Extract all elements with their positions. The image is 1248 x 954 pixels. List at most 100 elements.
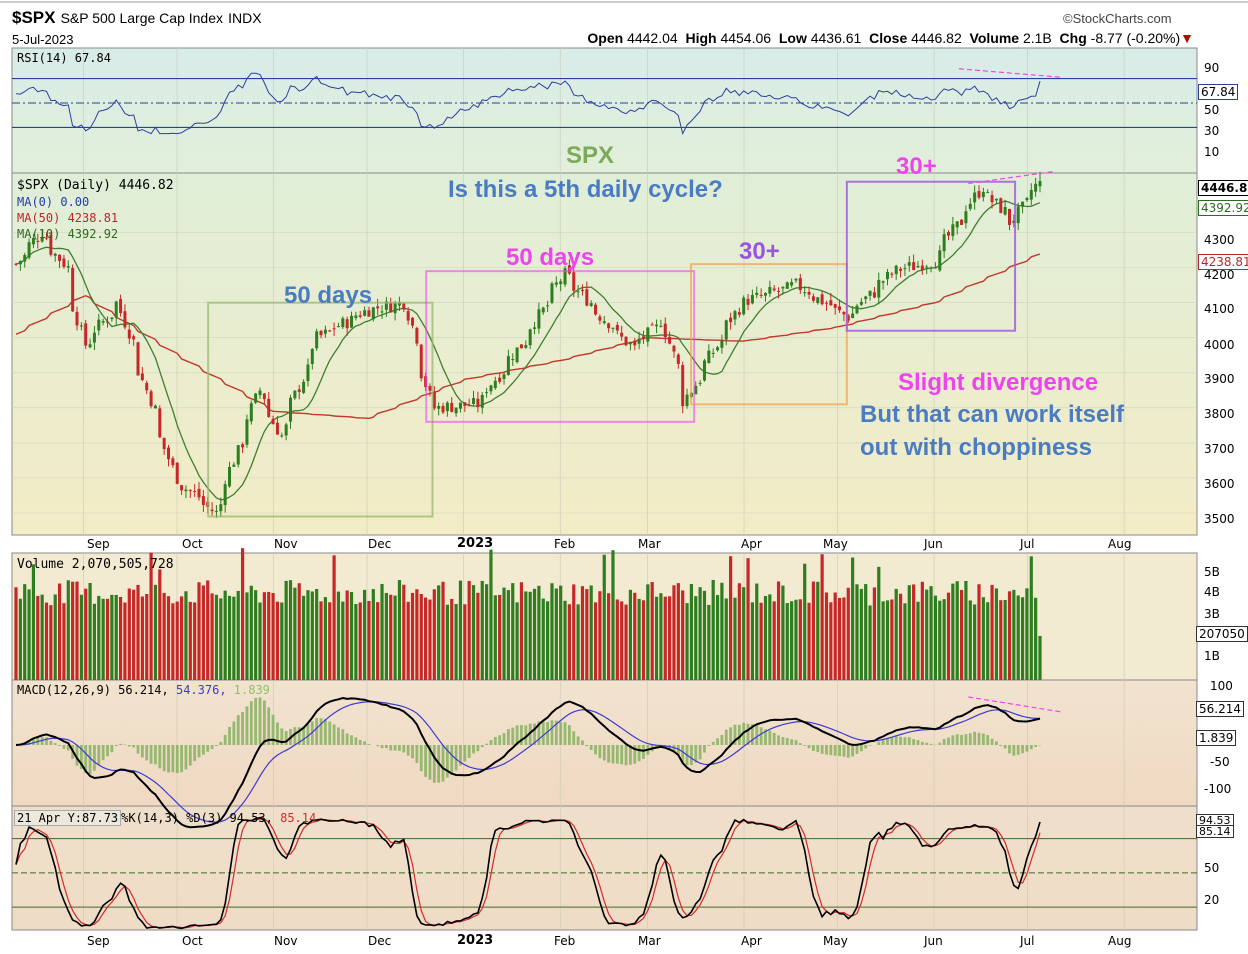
watermark-label[interactable]: ©StockCharts.com bbox=[1063, 11, 1172, 26]
price-bar-body bbox=[267, 398, 271, 417]
macd-histogram-bar bbox=[415, 745, 419, 763]
volume-bar bbox=[123, 602, 127, 680]
price-bar-body bbox=[454, 407, 458, 414]
stoch-tick: 20 bbox=[1204, 893, 1220, 907]
volume-bar bbox=[968, 600, 972, 680]
macd-histogram-bar bbox=[637, 745, 641, 762]
volume-bar bbox=[916, 601, 920, 680]
volume-bar bbox=[785, 603, 789, 680]
volume-bar bbox=[485, 584, 489, 680]
macd-histogram-bar bbox=[66, 745, 70, 751]
volume-bar bbox=[410, 592, 415, 680]
volume-bar bbox=[881, 601, 885, 680]
x-tick-lower: Jun bbox=[924, 934, 943, 948]
volume-bar bbox=[620, 601, 624, 680]
volume-bar bbox=[371, 589, 375, 680]
volume-bar bbox=[676, 583, 680, 680]
macd-histogram-bar bbox=[476, 745, 480, 752]
price-bar-body bbox=[768, 286, 772, 294]
volume-label: Volume bbox=[969, 30, 1020, 46]
volume-bar bbox=[668, 596, 672, 680]
macd-histogram-bar bbox=[690, 745, 693, 766]
macd-histogram-bar bbox=[140, 745, 144, 758]
macd-histogram-bar bbox=[729, 727, 733, 745]
macd-histogram-bar bbox=[154, 745, 157, 765]
volume-bar bbox=[855, 584, 859, 680]
volume-bar bbox=[315, 588, 319, 680]
macd-histogram-bar bbox=[724, 729, 728, 745]
volume-bar bbox=[959, 589, 964, 680]
macd-histogram-bar bbox=[358, 739, 362, 745]
macd-histogram-bar bbox=[485, 743, 489, 745]
price-bar-body bbox=[602, 321, 606, 324]
volume-bar bbox=[946, 592, 951, 680]
volume-bar bbox=[297, 583, 301, 680]
price-tick: 3700 bbox=[1204, 442, 1235, 456]
price-bar-body bbox=[598, 316, 602, 321]
price-bar-body bbox=[158, 408, 162, 438]
price-bar-body bbox=[210, 509, 214, 512]
macd-histogram-bar bbox=[49, 740, 53, 745]
macd-histogram-bar bbox=[772, 732, 776, 745]
volume-bar bbox=[310, 591, 314, 680]
price-bar-body bbox=[472, 398, 476, 404]
macd-histogram-bar bbox=[276, 722, 279, 745]
volume-bar bbox=[742, 587, 746, 680]
price-bar-body bbox=[933, 267, 937, 269]
price-panel-bg bbox=[11, 172, 1198, 536]
price-bar-body bbox=[228, 466, 232, 487]
annotation-note-line1: But that can work itself bbox=[860, 401, 1125, 428]
price-bar-body bbox=[576, 291, 580, 293]
price-bar-body bbox=[1021, 201, 1025, 207]
ma10-line bbox=[15, 200, 1041, 501]
macd-histogram-bar bbox=[206, 745, 210, 752]
price-bar-body bbox=[724, 320, 728, 340]
volume-bar bbox=[489, 549, 493, 680]
volume-bar bbox=[1025, 588, 1029, 680]
price-bar-body bbox=[485, 392, 489, 394]
price-bar-body bbox=[49, 235, 53, 255]
volume-bar bbox=[258, 602, 262, 680]
macd-histogram-bar bbox=[32, 737, 35, 745]
volume-bar bbox=[550, 583, 554, 680]
macd-histogram-bar bbox=[171, 745, 175, 773]
macd-histogram-bar bbox=[350, 735, 353, 745]
macd-histogram-bar bbox=[323, 719, 327, 745]
price-bar-body bbox=[79, 325, 83, 327]
price-bar-body bbox=[986, 192, 990, 194]
change-value: -8.77 (-0.20%) bbox=[1090, 30, 1181, 46]
price-bar-body bbox=[236, 445, 240, 465]
volume-bar bbox=[798, 599, 802, 680]
macd-histogram-bar bbox=[472, 745, 475, 754]
volume-bar bbox=[214, 594, 219, 680]
volume-bar bbox=[44, 602, 49, 680]
price-bar-body bbox=[271, 418, 275, 425]
volume-bar bbox=[585, 589, 589, 680]
volume-bar bbox=[275, 601, 280, 680]
price-bar-body bbox=[820, 294, 824, 305]
price-bar-body bbox=[920, 265, 924, 270]
volume-bar bbox=[593, 602, 598, 680]
price-bar-body bbox=[393, 303, 397, 314]
price-bar-body bbox=[363, 310, 367, 316]
macd-histogram-bar bbox=[489, 740, 493, 745]
price-bar-body bbox=[655, 324, 659, 327]
volume-bar bbox=[729, 556, 733, 680]
macd-histogram-bar bbox=[563, 722, 567, 745]
price-bar-body bbox=[681, 365, 685, 407]
volume-bar bbox=[602, 554, 606, 680]
macd-histogram-bar bbox=[812, 745, 815, 751]
volume-bar bbox=[210, 593, 214, 680]
macd-histogram-bar bbox=[520, 725, 523, 745]
macd-histogram-bar bbox=[79, 745, 83, 770]
volume-bar bbox=[554, 588, 558, 680]
chart-date: 5-Jul-2023 bbox=[12, 32, 74, 47]
price-bar-body bbox=[458, 402, 462, 409]
volume-bar bbox=[201, 585, 205, 680]
price-bar-body bbox=[981, 191, 985, 198]
x-tick-upper: May bbox=[823, 537, 848, 551]
macd-histogram-bar bbox=[297, 727, 301, 745]
price-bar-body bbox=[890, 273, 894, 275]
price-bar-body bbox=[659, 325, 663, 327]
